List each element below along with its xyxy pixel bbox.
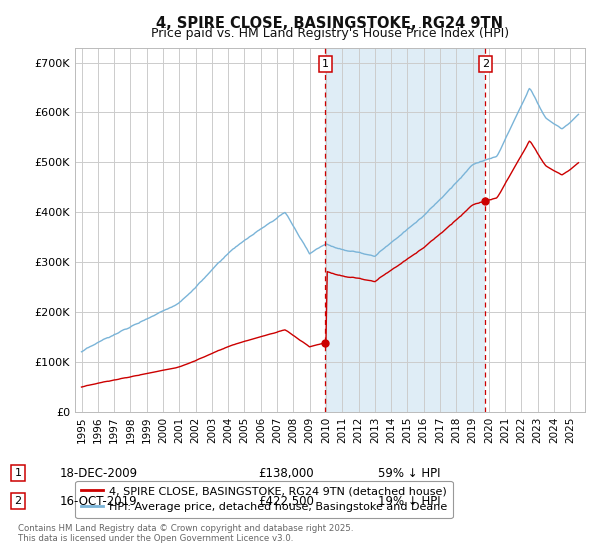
Text: 18-DEC-2009: 18-DEC-2009	[60, 466, 138, 480]
Text: 19% ↓ HPI: 19% ↓ HPI	[378, 494, 440, 508]
Text: Price paid vs. HM Land Registry's House Price Index (HPI): Price paid vs. HM Land Registry's House …	[151, 27, 509, 40]
Text: 16-OCT-2019: 16-OCT-2019	[60, 494, 137, 508]
Text: 59% ↓ HPI: 59% ↓ HPI	[378, 466, 440, 480]
Text: 1: 1	[14, 468, 22, 478]
Text: £422,500: £422,500	[258, 494, 314, 508]
Bar	[325, 48, 485, 412]
Text: 1: 1	[322, 59, 329, 69]
Legend: 4, SPIRE CLOSE, BASINGSTOKE, RG24 9TN (detached house), HPI: Average price, deta: 4, SPIRE CLOSE, BASINGSTOKE, RG24 9TN (d…	[76, 481, 452, 518]
Text: £138,000: £138,000	[258, 466, 314, 480]
Text: 2: 2	[482, 59, 489, 69]
Text: 4, SPIRE CLOSE, BASINGSTOKE, RG24 9TN: 4, SPIRE CLOSE, BASINGSTOKE, RG24 9TN	[157, 16, 503, 31]
Text: Contains HM Land Registry data © Crown copyright and database right 2025.: Contains HM Land Registry data © Crown c…	[18, 524, 353, 533]
Text: This data is licensed under the Open Government Licence v3.0.: This data is licensed under the Open Gov…	[18, 534, 293, 543]
Text: 2: 2	[14, 496, 22, 506]
